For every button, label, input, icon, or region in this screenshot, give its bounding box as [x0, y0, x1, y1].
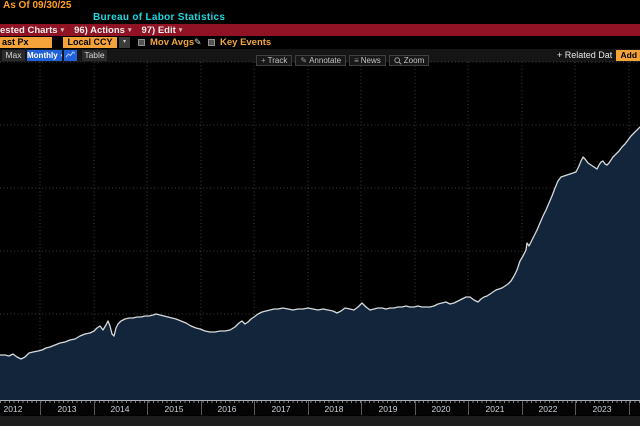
currency-select[interactable]: Local CCY [63, 37, 117, 48]
mov-avgs-label: Mov Avgs [150, 37, 195, 48]
x-axis: 2012 2013 2014 2015 2016 2017 2018 2019 2020 2021… [0, 400, 640, 415]
menu-item-label: 97) Edit [141, 24, 176, 36]
x-axis-tick [522, 401, 523, 415]
chevron-down-icon: ▼ [60, 54, 62, 60]
pencil-icon: ✎ [300, 55, 308, 65]
x-axis-year-label: 2020 [431, 404, 451, 414]
x-axis-year-label: 2013 [57, 404, 77, 414]
x-axis-tick [201, 401, 202, 415]
menu-item-label: ested Charts [0, 24, 58, 36]
menu-item-edit[interactable]: 97) Edit ▾ [141, 25, 182, 36]
bottom-strip [0, 416, 640, 426]
mov-avgs-checkbox[interactable] [138, 39, 145, 46]
plus-icon: + [261, 55, 266, 65]
line-chart-type-button[interactable] [64, 50, 77, 61]
track-button[interactable]: + Track [256, 55, 293, 66]
chevron-down-icon: ▾ [60, 26, 65, 34]
area-fill [0, 127, 640, 400]
menu-bar: ested Charts ▾ 96) Actions ▾ 97) Edit ▾ [0, 24, 640, 36]
related-data-label[interactable]: + Related Dat [557, 50, 613, 60]
news-icon: ≡ [354, 55, 359, 65]
x-axis-year-label: 2012 [3, 404, 23, 414]
magnifier-icon [394, 56, 402, 65]
as-of-date: As Of 09/30/25 [3, 0, 72, 11]
x-axis-tick [415, 401, 416, 415]
table-view-button[interactable]: Table [82, 50, 107, 61]
x-axis-tick [94, 401, 95, 415]
chart-toolbar: + Track ✎ Annotate ≡ News Zoom [256, 55, 430, 66]
x-axis-tick [308, 401, 309, 415]
news-button[interactable]: ≡ News [349, 55, 386, 66]
x-axis-year-label: 2019 [378, 404, 398, 414]
x-axis-tick [468, 401, 469, 415]
menu-item-charts[interactable]: ested Charts ▾ [0, 25, 64, 36]
field-bar: ast Px Local CCY ▾ Mov Avgs ✎ Key Events [0, 36, 640, 49]
x-axis-year-label: 2017 [271, 404, 291, 414]
x-axis-year-label: 2015 [164, 404, 184, 414]
x-axis-minor-ticks [0, 401, 640, 403]
x-axis-year-label: 2023 [592, 404, 612, 414]
period-select-button[interactable]: Monthly▼ [27, 50, 62, 61]
news-label: News [360, 56, 381, 65]
key-events-label: Key Events [220, 37, 272, 48]
x-axis-year-label: 2022 [538, 404, 558, 414]
x-axis-tick [40, 401, 41, 415]
add-data-button[interactable]: Add D [616, 50, 640, 61]
x-axis-year-label: 2018 [324, 404, 344, 414]
x-axis-year-label: 2014 [110, 404, 130, 414]
x-axis-tick [147, 401, 148, 415]
period-label: Monthly [27, 51, 58, 60]
x-axis-tick [361, 401, 362, 415]
page-title: Bureau of Labor Statistics [93, 12, 226, 23]
menu-item-actions[interactable]: 96) Actions ▾ [74, 25, 131, 36]
price-line [0, 126, 640, 360]
zoom-button[interactable]: Zoom [388, 55, 430, 66]
x-axis-tick [575, 401, 576, 415]
menu-item-label: 96) Actions [74, 24, 125, 36]
annotate-button[interactable]: ✎ Annotate [295, 55, 347, 66]
annotate-label: Annotate [309, 56, 342, 65]
x-axis-tick [629, 401, 630, 415]
zoom-label: Zoom [403, 56, 425, 65]
chevron-down-icon: ▾ [178, 26, 183, 34]
track-label: Track [267, 56, 288, 65]
x-axis-year-label: 2016 [217, 404, 237, 414]
price-field-input[interactable]: ast Px [0, 37, 52, 48]
line-chart-icon [65, 51, 76, 58]
mov-avgs-edit-icon[interactable]: ✎ [194, 37, 202, 47]
x-axis-tick [254, 401, 255, 415]
x-axis-year-label: 2021 [485, 404, 505, 414]
range-max-button[interactable]: Max [2, 50, 25, 61]
key-events-checkbox[interactable] [208, 39, 215, 46]
currency-dropdown-icon[interactable]: ▾ [119, 37, 130, 48]
chevron-down-icon: ▾ [127, 26, 132, 34]
